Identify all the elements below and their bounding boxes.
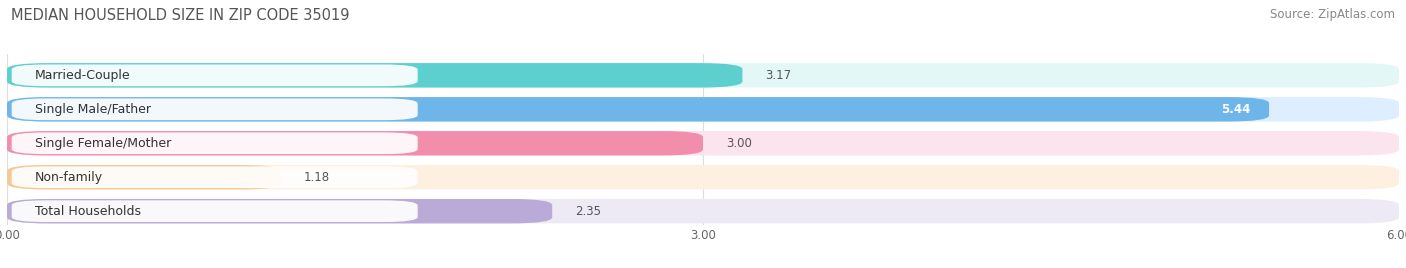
Text: 2.35: 2.35 [575,205,602,218]
FancyBboxPatch shape [7,165,1399,189]
FancyBboxPatch shape [7,97,1270,121]
Text: Source: ZipAtlas.com: Source: ZipAtlas.com [1270,8,1395,21]
Text: Single Female/Mother: Single Female/Mother [35,137,172,150]
FancyBboxPatch shape [7,131,1399,155]
FancyBboxPatch shape [11,65,418,86]
Text: MEDIAN HOUSEHOLD SIZE IN ZIP CODE 35019: MEDIAN HOUSEHOLD SIZE IN ZIP CODE 35019 [11,8,350,23]
FancyBboxPatch shape [7,131,703,155]
Text: 3.17: 3.17 [766,69,792,82]
FancyBboxPatch shape [7,97,1399,121]
FancyBboxPatch shape [11,166,418,188]
FancyBboxPatch shape [11,132,418,154]
FancyBboxPatch shape [7,199,1399,224]
FancyBboxPatch shape [11,98,418,120]
Text: 3.00: 3.00 [727,137,752,150]
Text: 1.18: 1.18 [304,171,330,184]
FancyBboxPatch shape [7,63,742,88]
FancyBboxPatch shape [7,199,553,224]
Text: Single Male/Father: Single Male/Father [35,103,150,116]
Text: Total Households: Total Households [35,205,141,218]
Text: Married-Couple: Married-Couple [35,69,131,82]
Text: 5.44: 5.44 [1222,103,1250,116]
FancyBboxPatch shape [11,200,418,222]
FancyBboxPatch shape [7,63,1399,88]
Text: Non-family: Non-family [35,171,103,184]
FancyBboxPatch shape [7,165,281,189]
